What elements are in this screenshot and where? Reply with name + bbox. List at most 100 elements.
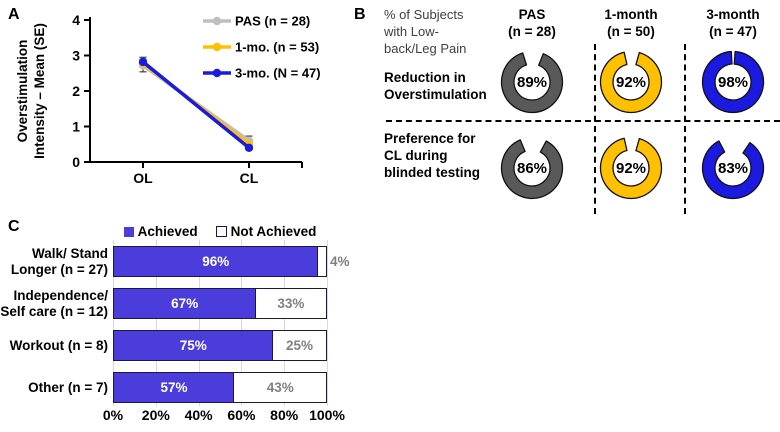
x-axis-tick-label: 100% xyxy=(309,407,345,423)
column-divider-dashed xyxy=(684,44,686,214)
bar-legend: Achieved Not Achieved xyxy=(113,224,327,239)
donut-value: 83% xyxy=(717,159,749,177)
row-divider-dashed xyxy=(386,120,780,122)
row-label-preference: Preference for CL during blinded testing xyxy=(384,130,500,181)
not-achieved-label: Not Achieved xyxy=(230,224,317,239)
svg-text:2: 2 xyxy=(72,83,80,99)
column-header-n: (n = 50) xyxy=(607,24,655,39)
bar-category-label-line: Independence/ xyxy=(13,287,108,303)
column-header-title: 1-month xyxy=(604,7,658,22)
x-axis-tick-label: 0% xyxy=(102,407,124,423)
bar-category-label-line: Walk/ Stand xyxy=(31,245,108,261)
row-label-line: Overstimulation xyxy=(384,87,487,102)
column-header-n: (n = 47) xyxy=(709,24,757,39)
svg-text:1-mo. (n = 53): 1-mo. (n = 53) xyxy=(235,40,319,55)
bar-row: 96% 4% xyxy=(113,246,350,277)
achieved-swatch xyxy=(123,226,134,237)
achieved-segment: 67% xyxy=(113,288,257,319)
bar-row: 57% 43% xyxy=(113,372,327,403)
donut-ring xyxy=(701,50,765,114)
bar-category-label: Other (n = 7) xyxy=(0,369,108,406)
row-label-line: Preference for xyxy=(384,131,476,146)
not-achieved-segment: 33% xyxy=(254,288,327,319)
gridline xyxy=(155,240,157,406)
svg-text:OL: OL xyxy=(133,170,153,186)
donut-chart: 98% xyxy=(701,50,765,114)
svg-text:3-mo. (N = 47): 3-mo. (N = 47) xyxy=(235,66,321,81)
x-axis-tick-label: 80% xyxy=(270,407,299,423)
not-achieved-segment xyxy=(316,246,327,277)
donut-chart: 83% xyxy=(701,136,765,200)
donut-ring xyxy=(599,51,663,114)
donut-value: 92% xyxy=(615,159,647,177)
donut-chart: 92% xyxy=(599,50,663,114)
svg-text:CL: CL xyxy=(240,170,259,186)
x-axis-tick-label: 60% xyxy=(227,407,256,423)
donut-table-header-line: % of Subjects xyxy=(384,7,464,22)
bar-category-label: Workout (n = 8) xyxy=(0,327,108,364)
donut-value: 86% xyxy=(516,159,548,177)
row-label-reduction: Reduction in Overstimulation xyxy=(384,69,500,103)
x-axis-tick-label: 20% xyxy=(141,407,170,423)
svg-text:PAS (n = 28): PAS (n = 28) xyxy=(235,14,310,29)
panel-a-label: A xyxy=(8,6,20,23)
bar-category-label-line: Other (n = 7) xyxy=(28,379,108,395)
bar-category-label-line: Self care (n = 12) xyxy=(0,303,108,319)
gridline xyxy=(284,240,286,406)
bar-row: 67% 33% xyxy=(113,288,327,319)
not-achieved-outside-label: 4% xyxy=(330,254,350,269)
row-label-line: CL during xyxy=(384,148,448,163)
svg-text:4: 4 xyxy=(72,12,80,28)
not-achieved-segment: 25% xyxy=(272,330,327,361)
column-header-n: (n = 28) xyxy=(508,24,556,39)
donut-value: 89% xyxy=(516,73,548,91)
achieved-segment: 57% xyxy=(113,372,235,403)
x-axis-tick-label: 40% xyxy=(184,407,213,423)
donut-ring xyxy=(701,140,765,200)
donut-value: 92% xyxy=(615,73,647,91)
donut-ring xyxy=(599,137,663,200)
row-label-line: Reduction in xyxy=(384,70,466,85)
donut-table-header-line: back/Leg Pain xyxy=(384,41,467,56)
legend-item-not-achieved: Not Achieved xyxy=(215,224,317,239)
row-label-line: blinded testing xyxy=(384,165,480,180)
column-header-3-month: 3-month (n = 47) xyxy=(685,6,780,40)
gridline xyxy=(113,240,114,406)
not-achieved-swatch xyxy=(215,226,227,237)
column-header-title: 3-month xyxy=(706,7,760,22)
bar-category-label: Walk/ Stand Longer (n = 27) xyxy=(0,243,108,280)
donut-value: 98% xyxy=(717,73,749,91)
bar-category-label: Independence/Self care (n = 12) xyxy=(0,285,108,322)
achieved-segment: 96% xyxy=(113,246,319,277)
bar-plot-area: 96% 4% 67% 33% 75% 25% 57% 43% xyxy=(113,240,350,406)
bar-row: 75% 25% xyxy=(113,330,327,361)
svg-text:Overstimulation: Overstimulation xyxy=(15,40,30,143)
bar-category-label-line: Workout (n = 8) xyxy=(9,337,108,353)
achieved-label: Achieved xyxy=(137,224,198,239)
donut-ring xyxy=(500,139,564,200)
svg-text:0: 0 xyxy=(72,154,80,170)
svg-text:3: 3 xyxy=(72,48,80,64)
donut-chart: 86% xyxy=(500,136,564,200)
panel-b: B % of Subjects with Low- back/Leg Pain … xyxy=(350,0,780,218)
legend-item-achieved: Achieved xyxy=(123,224,198,239)
column-header-pas: PAS (n = 28) xyxy=(484,6,580,40)
gridline xyxy=(198,240,200,406)
column-header-title: PAS xyxy=(518,7,546,22)
achieved-segment: 75% xyxy=(113,330,274,361)
donut-table-header-line: with Low- xyxy=(384,24,439,39)
donut-table-header: % of Subjects with Low- back/Leg Pain xyxy=(384,6,494,57)
svg-text:1: 1 xyxy=(72,119,80,135)
panel-c: C Achieved Not Achieved 96% 4% 67% 33% 75% 25… xyxy=(0,218,350,432)
panel-a: A 0 1 2 3 4 OL CL PAS (n = 28) 1-mo. (n = 53) 3-m… xyxy=(0,0,348,216)
panel-c-label: C xyxy=(8,218,20,235)
column-divider-dashed xyxy=(594,44,596,214)
not-achieved-segment: 43% xyxy=(233,372,327,403)
bar-category-label-line: Longer (n = 27) xyxy=(10,261,108,277)
donut-chart: 92% xyxy=(599,136,663,200)
panel-b-label: B xyxy=(354,6,366,23)
donut-chart: 89% xyxy=(500,50,564,114)
donut-ring xyxy=(500,52,564,114)
line-chart: 0 1 2 3 4 OL CL PAS (n = 28) 1-mo. (n = 53) 3-mo.… xyxy=(15,12,321,186)
